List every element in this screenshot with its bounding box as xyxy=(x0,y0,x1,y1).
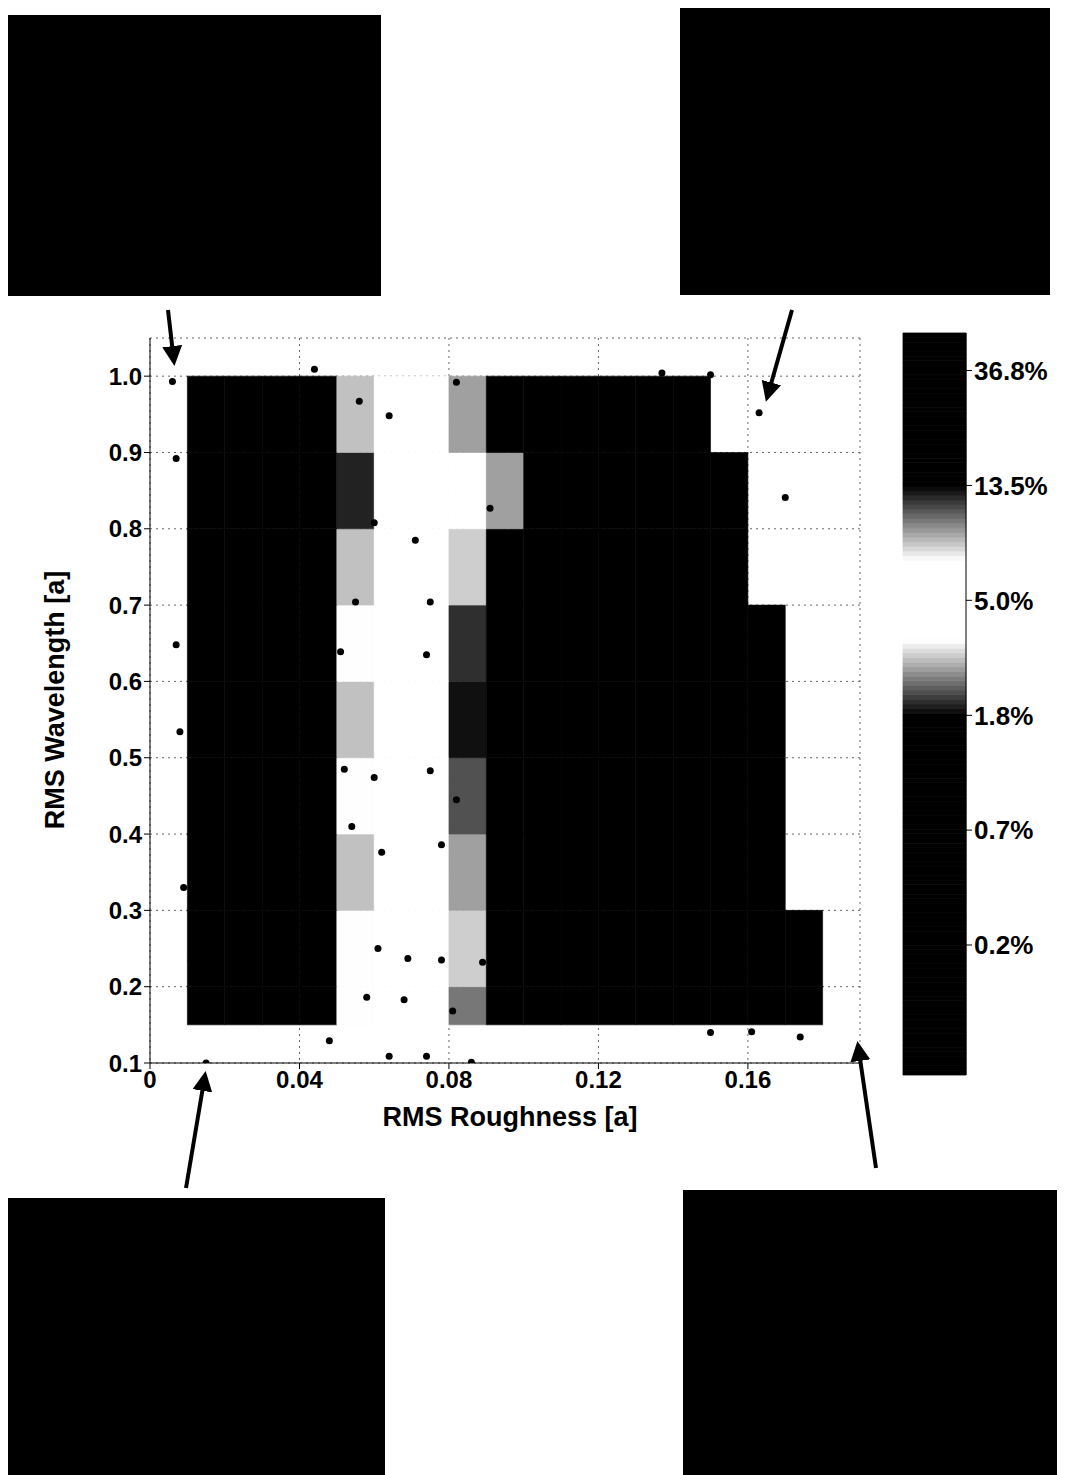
svg-text:0: 0 xyxy=(143,1066,156,1093)
svg-text:0.2%: 0.2% xyxy=(974,930,1033,960)
svg-text:0.1: 0.1 xyxy=(109,1050,142,1077)
svg-text:0.12: 0.12 xyxy=(575,1066,622,1093)
svg-text:0.3: 0.3 xyxy=(109,897,142,924)
svg-text:1.8%: 1.8% xyxy=(974,701,1033,731)
svg-text:0.9: 0.9 xyxy=(109,439,142,466)
svg-text:0.04: 0.04 xyxy=(276,1066,323,1093)
svg-text:1.0: 1.0 xyxy=(109,363,142,390)
svg-text:5.0%: 5.0% xyxy=(974,586,1033,616)
html-text:RMS Wavelength [a]: RMS Wavelength [a] xyxy=(40,570,70,830)
svg-text:36.8%: 36.8% xyxy=(974,356,1048,386)
svg-text:0.16: 0.16 xyxy=(725,1066,772,1093)
svg-text:13.5%: 13.5% xyxy=(974,471,1048,501)
svg-text:0.5: 0.5 xyxy=(109,744,142,771)
svg-text:0.7: 0.7 xyxy=(109,592,142,619)
svg-text:0.2: 0.2 xyxy=(109,973,142,1000)
svg-text:0.08: 0.08 xyxy=(426,1066,473,1093)
svg-text:0.4: 0.4 xyxy=(109,821,143,848)
svg-text:0.7%: 0.7% xyxy=(974,815,1033,845)
svg-text:0.8: 0.8 xyxy=(109,515,142,542)
svg-text:0.6: 0.6 xyxy=(109,668,142,695)
html-text:RMS Roughness [a]: RMS Roughness [a] xyxy=(382,1102,638,1132)
